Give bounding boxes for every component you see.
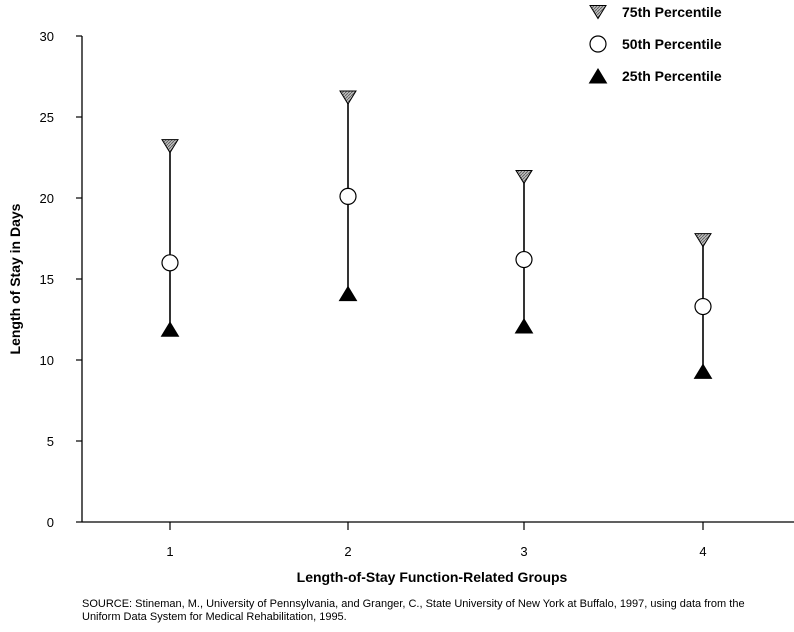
x-tick-label: 2 [344,544,351,559]
y-tick-label: 30 [40,29,54,44]
x-tick-label: 4 [699,544,706,559]
p25-point-group-1 [160,321,180,337]
y-tick-label: 5 [47,434,54,449]
y-tick-label: 25 [40,110,54,125]
y-tick-label: 15 [40,272,54,287]
legend-label: 75th Percentile [622,4,722,20]
y-tick-label: 0 [47,515,54,530]
legend-label: 25th Percentile [622,68,722,84]
legend: 75th Percentile 50th Percentile 25th Perce… [588,4,722,84]
p50-point-group-3 [515,250,533,269]
p75-point-group-2 [339,90,357,106]
x-tick-label: 1 [166,544,173,559]
p50-point-group-1 [161,254,179,272]
percentile-markers [160,90,713,379]
p25-point-group-2 [338,285,358,302]
p75-point-group-3 [515,169,533,185]
y-tick-label: 20 [40,191,54,206]
p75-point-group-1 [161,139,179,154]
x-tick-label: 3 [520,544,527,559]
percentile-ranges [169,97,704,372]
y-axis-title: Length of Stay in Days [7,203,23,354]
p50-point-group-2 [339,187,357,205]
p25-point-group-4 [693,363,713,379]
legend-label: 50th Percentile [622,36,722,52]
y-axis-ticks: 0 5 10 15 20 25 30 [40,29,82,530]
legend-p50-icon [589,35,607,53]
source-note: SOURCE: Stineman, M., University of Penn… [82,598,745,623]
x-axis-title: Length-of-Stay Function-Related Groups [297,569,568,585]
y-tick-label: 10 [40,353,54,368]
p50-point-group-4 [694,297,712,316]
p75-point-group-4 [694,233,712,248]
legend-p75-icon [589,5,607,20]
legend-p25-icon [588,68,608,84]
p25-point-group-3 [514,318,534,334]
x-axis-ticks: 1 2 3 4 [166,522,707,559]
